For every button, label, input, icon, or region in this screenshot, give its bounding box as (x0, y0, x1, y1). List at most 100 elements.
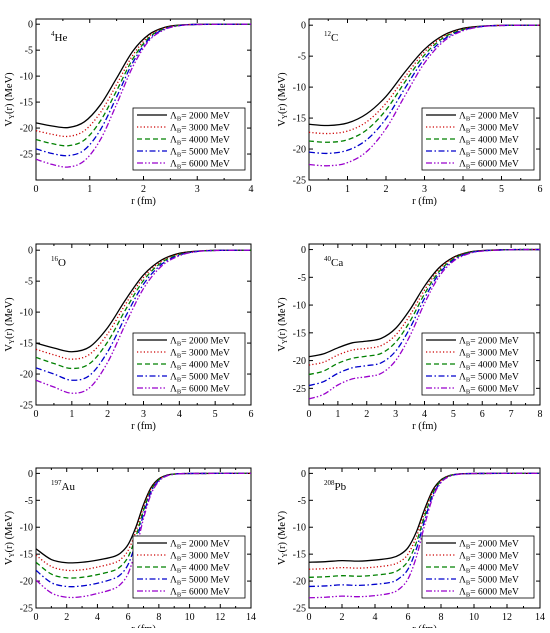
y-tick-label: -15 (293, 114, 306, 125)
legend-entry: ΛB= 6000 MeV (459, 385, 519, 396)
x-tick-label: 14 (246, 612, 256, 623)
x-tick-label: 3 (422, 184, 427, 195)
y-tick-label: -25 (293, 176, 306, 187)
panel-o: 0 1 2 3 4 5 6 0 -5 -10 -15 -20 -25 r (fm) VY(r) (MeV) 1… (4, 243, 254, 432)
x-tick-label: 4 (422, 409, 427, 420)
x-tick-label: 6 (126, 612, 131, 623)
legend-entry: ΛB= 4000 MeV (459, 361, 519, 372)
y-tick-label: -15 (20, 339, 33, 350)
legend-entry: ΛB= 5000 MeV (170, 148, 230, 159)
x-tick-label: 7 (509, 409, 514, 420)
legend-entry: ΛB= 2000 MeV (459, 337, 519, 348)
legend-entry: ΛB= 5000 MeV (170, 576, 230, 587)
legend-entry: ΛB= 4000 MeV (170, 564, 230, 575)
legend-entry: ΛB= 2000 MeV (459, 540, 519, 551)
x-tick-label: 1 (87, 184, 92, 195)
x-tick-label: 2 (384, 184, 389, 195)
y-tick-label: -25 (20, 150, 33, 161)
series-line-4000 (309, 24, 540, 143)
series-line-5000 (309, 248, 540, 387)
y-tick-label: -5 (298, 52, 306, 63)
x-tick-label: 6 (249, 409, 254, 420)
legend-entry: ΛB= 3000 MeV (170, 349, 230, 360)
x-tick-label: 0 (34, 184, 39, 195)
legend-box (421, 332, 535, 396)
y-tick-label: -5 (298, 496, 306, 507)
series-line-6000 (309, 248, 540, 400)
y-tick-label: -15 (293, 328, 306, 339)
series-line-4000 (36, 472, 251, 579)
series-line-3000 (309, 24, 540, 135)
y-tick-label: 0 (28, 20, 33, 31)
x-tick-label: 3 (141, 409, 146, 420)
y-tick-label: -10 (20, 72, 33, 83)
x-tick-label: 10 (469, 612, 479, 623)
series-line-6000 (36, 249, 251, 394)
series-line-5000 (309, 24, 540, 155)
x-tick-label: 1 (69, 409, 74, 420)
y-axis-label: VY(r) (MeV) (4, 72, 16, 127)
legend-entry: ΛB= 5000 MeV (459, 373, 519, 384)
x-tick-label: 12 (502, 612, 512, 623)
x-tick-label: 14 (535, 612, 545, 623)
series-line-6000 (36, 23, 251, 168)
y-tick-label: -25 (20, 401, 33, 412)
y-axis-label: VY(r) (MeV) (277, 510, 289, 565)
y-axis-label: VY(r) (MeV) (277, 72, 289, 127)
y-tick-label: 0 (301, 245, 306, 256)
y-tick-label: 0 (28, 469, 33, 480)
y-tick-label: -10 (293, 301, 306, 312)
y-tick-label: -15 (293, 550, 306, 561)
panel-au: 0 2 4 6 8 10 12 14 0 -5 -10 -15 -20 -25 r (fm) VY(r) (M… (4, 467, 256, 633)
nucleus-label: 40Ca (324, 255, 343, 269)
legend-entry: ΛB= 4000 MeV (170, 136, 230, 147)
legend-box (421, 107, 535, 171)
x-tick-label: 0 (307, 409, 312, 420)
y-tick-label: -25 (293, 604, 306, 615)
series-line-5000 (36, 472, 251, 588)
x-tick-label: 12 (215, 612, 225, 623)
x-tick-label: 2 (105, 409, 110, 420)
x-tick-label: 5 (451, 409, 456, 420)
x-tick-label: 6 (406, 612, 411, 623)
x-tick-label: 8 (538, 409, 543, 420)
panel-he: 0 1 2 3 4 0 -5 -10 -15 -20 -25 r (fm) VY(r) (MeV) 4He… (4, 18, 254, 207)
y-tick-label: -25 (293, 384, 306, 395)
x-tick-label: 2 (340, 612, 345, 623)
y-tick-label: -20 (20, 577, 33, 588)
y-tick-label: 0 (301, 469, 306, 480)
y-tick-label: -20 (293, 145, 306, 156)
x-tick-label: 0 (34, 612, 39, 623)
legend-entry: ΛB= 6000 MeV (170, 160, 230, 171)
y-axis-label: VY(r) (MeV) (4, 510, 16, 565)
series-line-6000 (36, 472, 251, 599)
y-tick-label: -20 (20, 370, 33, 381)
x-axis-label: r (fm) (131, 196, 156, 207)
x-tick-label: 8 (156, 612, 161, 623)
y-tick-label: -5 (298, 273, 306, 284)
legend-entry: ΛB= 3000 MeV (170, 124, 230, 135)
y-tick-label: 0 (28, 246, 33, 257)
x-axis-label: r (fm) (412, 624, 437, 628)
y-tick-label: -20 (293, 356, 306, 367)
x-tick-label: 6 (480, 409, 485, 420)
series-line-5000 (36, 249, 251, 381)
legend-entry: ΛB= 6000 MeV (170, 385, 230, 396)
legend-entry: ΛB= 3000 MeV (459, 349, 519, 360)
y-axis-label: VY(r) (MeV) (277, 297, 289, 352)
y-tick-label: -5 (25, 46, 33, 57)
y-tick-label: -5 (25, 277, 33, 288)
panel-c: 0 1 2 3 4 5 6 0 -5 -10 -15 -20 -25 r (fm) VY(r) (MeV) 1… (277, 18, 543, 207)
x-axis-label: r (fm) (131, 624, 156, 628)
x-tick-label: 2 (141, 184, 146, 195)
legend-entry: ΛB= 2000 MeV (459, 112, 519, 123)
x-tick-label: 3 (393, 409, 398, 420)
legend-entry: ΛB= 4000 MeV (459, 564, 519, 575)
legend-entry: ΛB= 6000 MeV (170, 588, 230, 599)
